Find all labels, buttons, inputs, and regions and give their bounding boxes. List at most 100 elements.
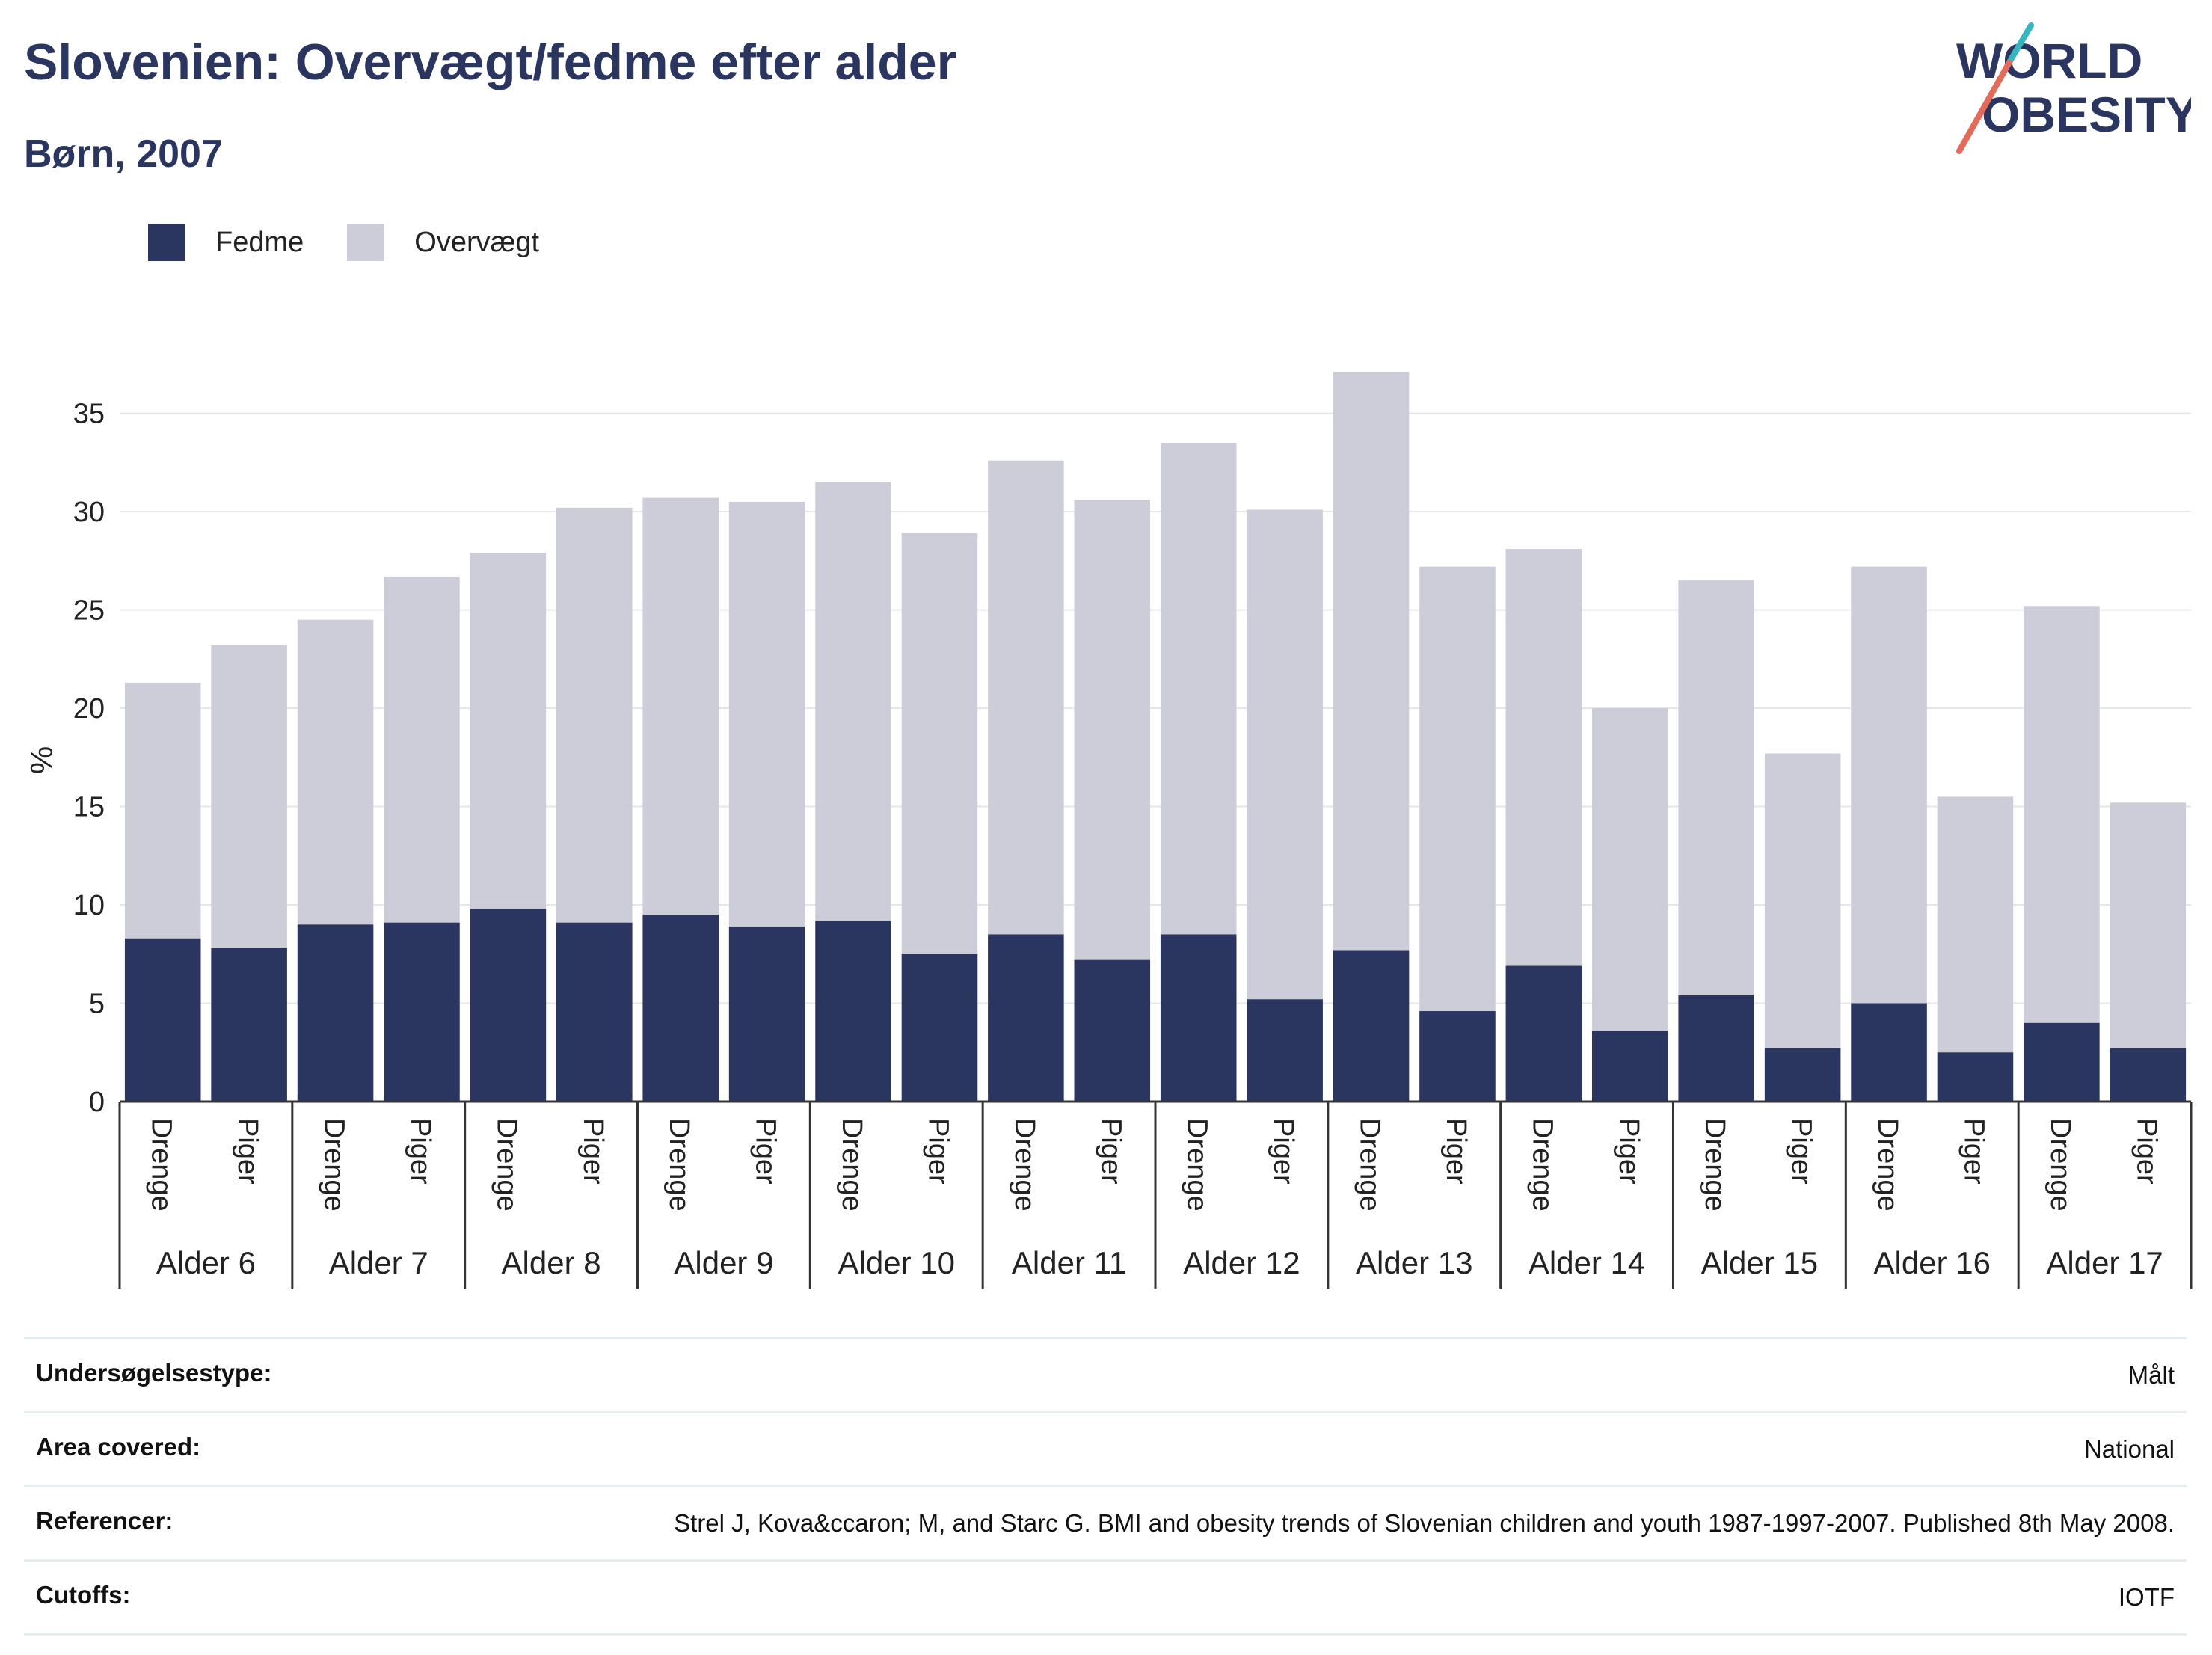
x-subcategory-label: Piger: [1613, 1118, 1644, 1185]
logo-line2: OBESITY: [1982, 87, 2191, 142]
world-obesity-logo: WORLD OBESITY: [1956, 22, 2191, 154]
info-key: Referencer:: [36, 1507, 173, 1535]
bar-fedme: [2024, 1022, 2100, 1102]
x-group-label: Alder 12: [1183, 1245, 1300, 1280]
bar-fedme: [124, 938, 201, 1102]
bar-fedme: [901, 954, 978, 1102]
x-subcategory-label: Piger: [1958, 1118, 1989, 1185]
bar-overvaegt: [815, 482, 891, 921]
x-subcategory-label: Drenge: [1526, 1118, 1558, 1212]
chart-title: Slovenien: Overvægt/fedme efter alder: [24, 34, 957, 90]
bar-overvaegt: [2110, 802, 2187, 1048]
x-subcategory-label: Drenge: [491, 1118, 522, 1212]
x-group-label: Alder 8: [502, 1245, 601, 1280]
x-subcategory-label: Piger: [2130, 1118, 2162, 1185]
bar-overvaegt: [124, 682, 201, 939]
bar-overvaegt: [988, 460, 1064, 935]
bar-overvaegt: [1505, 549, 1582, 966]
x-subcategory-label: Drenge: [319, 1118, 350, 1212]
bar-fedme: [1851, 1003, 1927, 1102]
x-group-label: Alder 14: [1529, 1245, 1645, 1280]
x-subcategory-label: Piger: [1095, 1118, 1126, 1185]
x-group-label: Alder 17: [2046, 1245, 2163, 1280]
bar-overvaegt: [1592, 708, 1668, 1031]
info-value: Strel J, Kova&ccaron; M, and Starc G. BM…: [674, 1509, 2175, 1537]
x-subcategory-label: Piger: [405, 1118, 436, 1185]
bar-fedme: [1592, 1031, 1668, 1102]
legend-label-fedme: Fedme: [215, 226, 304, 258]
x-subcategory-label: Drenge: [1009, 1118, 1040, 1212]
bar-fedme: [556, 922, 633, 1102]
x-subcategory-label: Piger: [1786, 1118, 1817, 1185]
x-subcategory-label: Piger: [1268, 1118, 1299, 1185]
x-subcategory-label: Drenge: [1182, 1118, 1213, 1212]
info-key: Cutoffs:: [36, 1581, 131, 1609]
x-subcategory-label: Drenge: [1872, 1118, 1903, 1212]
bar-overvaegt: [1247, 509, 1323, 1000]
x-subcategory-label: Piger: [232, 1118, 263, 1185]
x-group-label: Alder 6: [156, 1245, 256, 1280]
info-row-survey-type: Undersøgelsestype: Målt: [24, 1337, 2187, 1411]
bar-fedme: [1678, 995, 1754, 1102]
y-axis-title: %: [24, 746, 59, 774]
y-tick-label: 20: [73, 693, 105, 725]
x-subcategory-label: Piger: [577, 1118, 609, 1185]
bar-overvaegt: [642, 497, 719, 915]
bar-fedme: [1505, 965, 1582, 1102]
y-tick-label: 35: [73, 399, 105, 430]
info-row-references: Referencer: Strel J, Kova&ccaron; M, and…: [24, 1485, 2187, 1559]
bar-overvaegt: [901, 533, 978, 954]
legend-label-overvaegt: Overvægt: [414, 226, 540, 258]
y-tick-label: 25: [73, 595, 105, 627]
bar-fedme: [211, 948, 287, 1102]
bar-fedme: [1247, 999, 1323, 1102]
y-tick-label: 15: [73, 792, 105, 823]
chart-subtitle: Børn, 2007: [24, 132, 223, 176]
bar-overvaegt: [211, 645, 287, 948]
bar-fedme: [815, 921, 891, 1102]
logo-slash-red: [1956, 55, 2015, 154]
legend: Fedme Overvægt: [148, 221, 583, 263]
bar-fedme: [1764, 1048, 1841, 1102]
info-value: Målt: [2127, 1361, 2175, 1389]
x-group-label: Alder 15: [1701, 1245, 1818, 1280]
logo-slash-teal: [2009, 22, 2034, 61]
bar-fedme: [1160, 934, 1237, 1102]
bar-overvaegt: [1937, 796, 2014, 1053]
legend-swatch-fedme: [148, 224, 185, 261]
bar-fedme: [1419, 1011, 1496, 1102]
bar-overvaegt: [1074, 500, 1151, 960]
x-subcategory-label: Drenge: [146, 1118, 177, 1212]
x-subcategory-label: Drenge: [836, 1118, 867, 1212]
x-subcategory-label: Drenge: [2044, 1118, 2076, 1212]
stacked-bar-chart: 0 5 10 15 20 25 30 35% Drenge Piger Drenge Piger Dre…: [24, 372, 2193, 1289]
legend-swatch-overvaegt: [347, 224, 385, 261]
info-row-area-covered: Area covered: National: [24, 1411, 2187, 1485]
bar-fedme: [2110, 1048, 2187, 1102]
bar-overvaegt: [556, 507, 633, 923]
bar-overvaegt: [384, 576, 460, 923]
y-tick-label: 0: [89, 1087, 105, 1118]
bar-overvaegt: [470, 553, 547, 909]
legend-item-overvaegt[interactable]: Overvægt: [347, 224, 539, 261]
bar-fedme: [1333, 950, 1410, 1102]
bar-fedme: [1074, 959, 1151, 1102]
x-group-label: Alder 10: [838, 1245, 955, 1280]
bar-overvaegt: [1851, 566, 1927, 1004]
x-subcategory-label: Drenge: [1354, 1118, 1386, 1212]
legend-item-fedme[interactable]: Fedme: [148, 224, 304, 261]
x-group-label: Alder 9: [674, 1245, 773, 1280]
bar-fedme: [470, 909, 547, 1102]
info-key: Area covered:: [36, 1433, 201, 1461]
bar-fedme: [728, 926, 805, 1102]
bar-overvaegt: [728, 501, 805, 927]
x-subcategory-label: Drenge: [663, 1118, 695, 1212]
bar-overvaegt: [1419, 566, 1496, 1012]
bar-fedme: [297, 924, 374, 1102]
x-group-label: Alder 7: [329, 1245, 428, 1280]
x-subcategory-label: Drenge: [1699, 1118, 1730, 1212]
logo-line1: WORLD: [1956, 33, 2142, 88]
bar-fedme: [384, 922, 460, 1102]
info-table: Undersøgelsestype: Målt Area covered: Na…: [24, 1337, 2187, 1636]
bar-overvaegt: [1678, 580, 1754, 995]
